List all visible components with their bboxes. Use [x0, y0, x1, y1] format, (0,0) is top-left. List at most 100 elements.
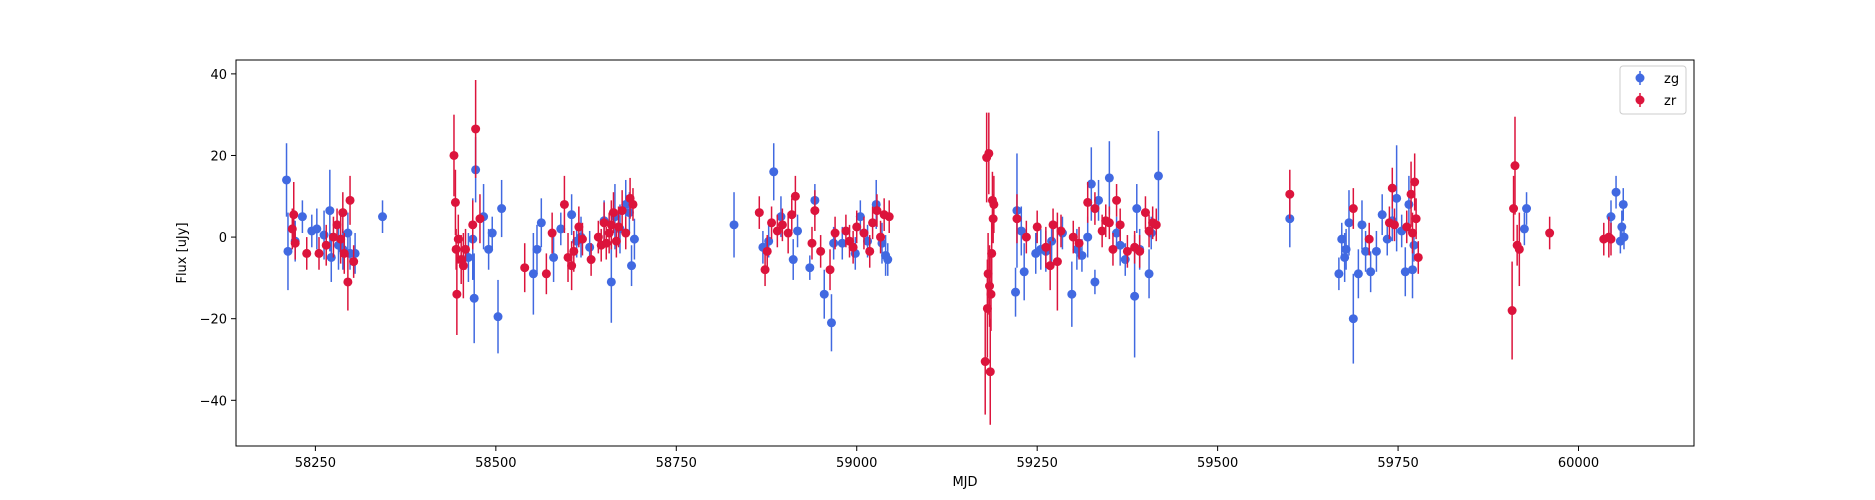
zg-point-40	[629, 234, 639, 244]
zg-point-26	[536, 218, 546, 228]
zg-point-74	[1086, 179, 1096, 189]
zr-point-8	[336, 234, 346, 244]
zr-point-68	[868, 218, 878, 228]
zg-point-61	[1011, 287, 1021, 297]
zr-point-7	[332, 220, 342, 230]
series-layer	[282, 79, 1629, 425]
zr-point-88	[1041, 242, 1051, 252]
zr-point-89	[1045, 261, 1055, 271]
zr-point-30	[567, 261, 577, 271]
zg-point-81	[1130, 291, 1140, 301]
zg-point-52	[829, 238, 839, 248]
zr-point-81	[987, 248, 997, 258]
zr-point-51	[767, 218, 777, 228]
zr-point-122	[1507, 306, 1517, 316]
zr-point-53	[777, 220, 787, 230]
zr-point-45	[621, 228, 631, 238]
zr-point-66	[859, 228, 869, 238]
zg-point-114	[1618, 199, 1628, 209]
zr-point-96	[1090, 204, 1100, 214]
zr-point-126	[1514, 244, 1524, 254]
zr-point-26	[541, 269, 551, 279]
zg-point-63	[1016, 226, 1026, 236]
zg-point-108	[1519, 224, 1529, 234]
zg-point-8	[326, 252, 336, 262]
zg-point-3	[297, 212, 307, 222]
zr-point-110	[1285, 189, 1295, 199]
zg-point-39	[627, 261, 637, 271]
zr-point-79	[985, 367, 995, 377]
zr-point-67	[865, 246, 875, 256]
zg-point-115	[1619, 232, 1629, 242]
zr-point-50	[762, 246, 772, 256]
legend-zg-marker	[1635, 73, 1645, 83]
zg-point-113	[1617, 222, 1627, 232]
y-axis-title: Flux [uJy]	[175, 222, 190, 283]
zg-point-41	[729, 220, 739, 230]
zg-point-32	[585, 242, 595, 252]
zr-point-31	[569, 246, 579, 256]
zr-point-44	[617, 206, 627, 216]
zg-point-99	[1377, 210, 1387, 220]
zr-point-100	[1108, 244, 1118, 254]
zg-point-111	[1611, 187, 1621, 197]
zr-point-10	[339, 248, 349, 258]
zr-point-48	[754, 208, 764, 218]
zr-point-2	[290, 238, 300, 248]
series-zr	[287, 79, 1616, 425]
zg-point-86	[1153, 171, 1163, 181]
zr-point-85	[1012, 214, 1022, 224]
zg-point-94	[1353, 269, 1363, 279]
legend-entry-zr: zr	[1635, 93, 1677, 109]
zr-point-25	[520, 263, 530, 273]
zr-point-127	[1545, 228, 1555, 238]
zr-point-41	[608, 208, 618, 218]
zr-point-102	[1115, 220, 1125, 230]
zr-point-118	[1408, 228, 1418, 238]
zr-point-37	[599, 218, 609, 228]
legend-label-zg: zg	[1664, 72, 1679, 87]
zg-point-109	[1522, 204, 1532, 214]
zg-point-96	[1361, 246, 1371, 256]
zg-point-97	[1366, 267, 1376, 277]
zr-point-84	[989, 199, 999, 209]
zr-point-29	[563, 252, 573, 262]
zg-point-95	[1357, 220, 1367, 230]
zg-point-5	[312, 224, 322, 234]
zg-point-6	[319, 230, 329, 240]
series-zg	[282, 130, 1629, 364]
zg-point-53	[837, 238, 847, 248]
zr-point-39	[604, 228, 614, 238]
zr-point-99	[1104, 218, 1114, 228]
zr-point-42	[611, 236, 621, 246]
zr-point-95	[1083, 197, 1093, 207]
plot-frame	[235, 59, 1695, 447]
zr-point-61	[830, 228, 840, 238]
zr-point-78	[985, 281, 995, 291]
zg-point-1	[283, 246, 293, 256]
x-tick-label-59500: 59500	[1197, 456, 1238, 471]
zr-point-97	[1097, 226, 1107, 236]
zr-point-64	[848, 242, 858, 252]
zr-point-124	[1510, 161, 1520, 171]
zg-point-70	[1067, 289, 1077, 299]
zr-point-101	[1112, 195, 1122, 205]
zr-point-28	[559, 199, 569, 209]
y-tick-label--20: −20	[200, 313, 227, 328]
ticks-layer: 58250 58500 58750 59000 59250 59500 59750 60000…	[200, 68, 1600, 471]
zg-point-25	[532, 244, 542, 254]
zr-point-103	[1122, 246, 1132, 256]
zr-point-92	[1056, 226, 1066, 236]
legend-entry-zg: zg	[1635, 71, 1679, 87]
zg-point-93	[1348, 314, 1358, 324]
zr-point-16	[451, 244, 461, 254]
zr-point-9	[338, 208, 348, 218]
x-axis-title: MJD	[952, 475, 977, 490]
zr-point-65	[852, 222, 862, 232]
zr-point-6	[328, 232, 338, 242]
zg-point-22	[493, 312, 503, 322]
zg-point-51	[826, 318, 836, 328]
zg-point-82	[1132, 204, 1142, 214]
zr-point-109	[1151, 220, 1161, 230]
